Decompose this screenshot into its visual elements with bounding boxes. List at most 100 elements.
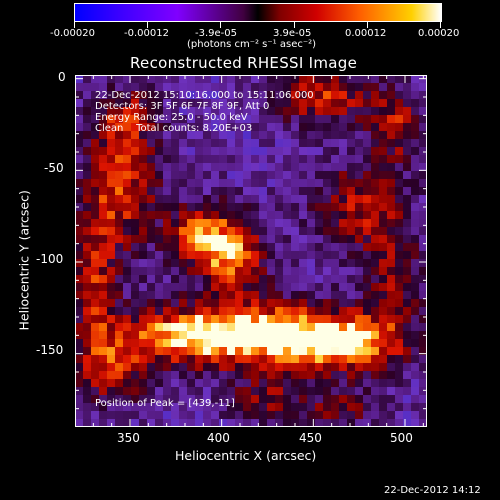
heatmap-cell [179,131,188,140]
heatmap-cell [91,403,100,412]
annotation-time-range: 22-Dec-2012 15:10:16.000 to 15:11:06.000 [95,90,314,101]
heatmap-cell [323,99,332,108]
heatmap-cell [403,387,412,396]
heatmap-cell [123,403,132,412]
heatmap-cell [347,403,356,412]
heatmap-cell [411,227,420,236]
heatmap-cell [147,395,156,404]
heatmap-cell [171,211,180,220]
heatmap-cell [211,219,220,228]
heatmap-cell [235,307,244,316]
heatmap-cell [219,419,228,427]
heatmap-cell [75,315,84,324]
heatmap-cell [315,91,324,100]
heatmap-cell [155,251,164,260]
heatmap-cell [243,203,252,212]
heatmap-cell [115,219,124,228]
heatmap-cell [155,139,164,148]
heatmap-cell [147,323,156,332]
heatmap-cell [235,331,244,340]
heatmap-cell [419,323,427,332]
heatmap-cell [219,387,228,396]
heatmap-cell [179,291,188,300]
heatmap-cell [411,163,420,172]
heatmap-cell [331,307,340,316]
heatmap-cell [179,379,188,388]
heatmap-cell [163,363,172,372]
heatmap-cell [235,99,244,108]
heatmap-cell [219,171,228,180]
heatmap-cell [259,131,268,140]
heatmap-cell [83,379,92,388]
heatmap-cell [267,219,276,228]
heatmap-cell [227,307,236,316]
heatmap-cell [267,171,276,180]
heatmap-cell [379,283,388,292]
heatmap-cell [355,411,364,420]
annotation-clean-counts: Clean Total counts: 8.20E+03 [95,123,253,134]
heatmap-cell [187,155,196,164]
heatmap-cell [147,387,156,396]
heatmap-cell [283,299,292,308]
heatmap-cell [379,355,388,364]
heatmap-cell [331,371,340,380]
heatmap-cell [355,331,364,340]
heatmap-cell [139,251,148,260]
heatmap-cell [123,331,132,340]
heatmap-cell [187,107,196,116]
heatmap-cell [83,171,92,180]
heatmap-cell [267,307,276,316]
heatmap-cell [395,315,404,324]
heatmap-cell [331,235,340,244]
heatmap-cell [107,211,116,220]
heatmap-cell [275,195,284,204]
heatmap-cell [179,211,188,220]
heatmap-cell [171,387,180,396]
heatmap-cell [315,315,324,324]
heatmap-cell [307,155,316,164]
heatmap-cell [275,387,284,396]
heatmap-cell [195,155,204,164]
heatmap-cell [331,171,340,180]
heatmap-cell [323,315,332,324]
heatmap-cell [195,315,204,324]
heatmap-cell [187,331,196,340]
heatmap-cell [403,347,412,356]
heatmap-cell [355,147,364,156]
heatmap-cell [195,371,204,380]
heatmap-cell [403,83,412,92]
heatmap-cell [267,139,276,148]
heatmap-cell [339,187,348,196]
heatmap-cell [139,403,148,412]
heatmap-cell [283,75,292,84]
heatmap-cell [403,355,412,364]
heatmap-cell [299,379,308,388]
x-tick-label-350: 350 [117,431,140,445]
heatmap-cell [291,179,300,188]
heatmap-cell [99,283,108,292]
heatmap-cell [403,99,412,108]
heatmap-cell [147,275,156,284]
heatmap-cell [275,203,284,212]
heatmap-cell [323,163,332,172]
heatmap-cell [419,171,427,180]
heatmap-cell [291,211,300,220]
heatmap-cell [339,107,348,116]
heatmap-cell [243,267,252,276]
x-tick-label-450: 450 [299,431,322,445]
heatmap-cell [395,147,404,156]
heatmap-cell [323,419,332,427]
heatmap-cell [411,243,420,252]
heatmap-cell [75,203,84,212]
heatmap-cell [403,251,412,260]
heatmap-cell [299,395,308,404]
heatmap-cell [99,251,108,260]
heatmap-cell [115,83,124,92]
heatmap-cell [291,75,300,84]
heatmap-cell [363,371,372,380]
heatmap-cell [379,123,388,132]
heatmap-cell [163,315,172,324]
heatmap-cell [235,275,244,284]
heatmap-cell [187,211,196,220]
heatmap-cell [219,307,228,316]
